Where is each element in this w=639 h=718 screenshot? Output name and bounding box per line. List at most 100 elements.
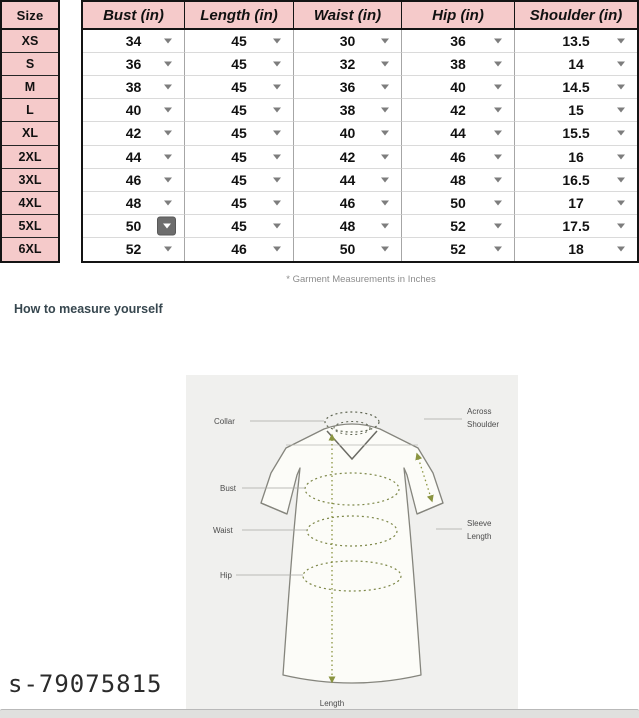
dropdown-triangle-icon [381, 246, 389, 252]
active-dropdown-button[interactable] [157, 216, 176, 236]
dropdown-arrow-icon[interactable] [273, 84, 281, 90]
dropdown-arrow-icon[interactable] [381, 130, 389, 136]
measure-cell: 15.5 [515, 122, 637, 146]
dropdown-arrow-icon[interactable] [164, 154, 172, 160]
dropdown-arrow-icon[interactable] [381, 84, 389, 90]
dropdown-arrow-icon[interactable] [381, 61, 389, 67]
hip-measure-ellipse [302, 560, 402, 592]
dropdown-triangle-icon [617, 130, 625, 136]
dropdown-triangle-icon [164, 38, 172, 44]
dropdown-triangle-icon [164, 246, 172, 252]
dropdown-arrow-icon[interactable] [273, 130, 281, 136]
dropdown-arrow-icon[interactable] [617, 177, 625, 183]
dropdown-arrow-icon[interactable] [617, 200, 625, 206]
dropdown-arrow-icon[interactable] [617, 154, 625, 160]
col-header-waist: Waist (in) [294, 2, 402, 28]
dropdown-arrow-icon[interactable] [494, 200, 502, 206]
measure-cell: 16 [515, 146, 637, 169]
dropdown-arrow-icon[interactable] [381, 223, 389, 229]
cell-value: 17.5 [562, 217, 590, 234]
dropdown-arrow-icon[interactable] [494, 84, 502, 90]
dropdown-triangle-icon [617, 107, 625, 113]
measure-cell: 52 [402, 214, 515, 238]
dropdown-arrow-icon[interactable] [617, 38, 625, 44]
dropdown-arrow-icon[interactable] [494, 246, 502, 252]
dropdown-arrow-icon[interactable] [617, 61, 625, 67]
dropdown-arrow-icon[interactable] [494, 177, 502, 183]
measure-cell: 45 [185, 122, 294, 146]
dropdown-arrow-icon[interactable] [273, 177, 281, 183]
dropdown-triangle-icon [381, 177, 389, 183]
sleeve-length-line [415, 452, 434, 503]
dropdown-triangle-icon [381, 38, 389, 44]
dropdown-triangle-icon [381, 61, 389, 67]
dropdown-triangle-icon [273, 223, 281, 229]
dropdown-triangle-icon [162, 223, 171, 229]
size-column-table: Size XS S M L XL 2XL 3XL 4XL 5XL 6XL [0, 0, 60, 263]
dropdown-arrow-icon[interactable] [273, 246, 281, 252]
dropdown-arrow-icon[interactable] [617, 223, 625, 229]
dropdown-arrow-icon[interactable] [273, 61, 281, 67]
measure-cell: 18 [515, 238, 637, 261]
col-header-bust: Bust (in) [83, 2, 185, 28]
cell-value: 48 [450, 171, 466, 188]
dropdown-arrow-icon[interactable] [494, 130, 502, 136]
dropdown-arrow-icon[interactable] [381, 246, 389, 252]
dropdown-arrow-icon[interactable] [494, 61, 502, 67]
dropdown-triangle-icon [617, 84, 625, 90]
across-shoulder-label-line2: Shoulder [467, 420, 499, 429]
dropdown-triangle-icon [617, 38, 625, 44]
dropdown-arrow-icon[interactable] [381, 200, 389, 206]
dropdown-arrow-icon[interactable] [164, 107, 172, 113]
dropdown-arrow-icon[interactable] [273, 154, 281, 160]
measure-cell: 52 [83, 237, 185, 261]
collar-measure-ellipse [324, 411, 380, 433]
garment-measurements-footnote: * Garment Measurements in Inches [286, 274, 436, 285]
dropdown-arrow-icon[interactable] [617, 84, 625, 90]
cell-value: 38 [339, 102, 356, 119]
product-code-watermark: s-79075815 [8, 670, 163, 698]
cell-value: 46 [125, 171, 142, 188]
measure-cell: 40 [294, 122, 402, 146]
dropdown-arrow-icon[interactable] [164, 246, 172, 252]
dropdown-triangle-icon [381, 130, 389, 136]
size-cell: 5XL [2, 215, 58, 238]
measure-cell: 44 [83, 145, 185, 169]
dropdown-arrow-icon[interactable] [494, 38, 502, 44]
dropdown-arrow-icon[interactable] [273, 200, 281, 206]
dropdown-arrow-icon[interactable] [273, 223, 281, 229]
cell-value: 36 [125, 56, 142, 73]
dropdown-arrow-icon[interactable] [273, 38, 281, 44]
dropdown-arrow-icon[interactable] [494, 107, 502, 113]
dropdown-arrow-icon[interactable] [164, 130, 172, 136]
measure-cell: 45 [185, 99, 294, 123]
cell-value: 16 [568, 148, 584, 165]
dropdown-arrow-icon[interactable] [494, 154, 502, 160]
dropdown-arrow-icon[interactable] [164, 177, 172, 183]
dropdown-arrow-icon[interactable] [164, 200, 172, 206]
dropdown-triangle-icon [494, 61, 502, 67]
size-column-body: XS S M L XL 2XL 3XL 4XL 5XL 6XL [2, 30, 58, 261]
dropdown-arrow-icon[interactable] [381, 154, 389, 160]
dropdown-arrow-icon[interactable] [617, 246, 625, 252]
size-cell: S [2, 53, 58, 77]
dropdown-arrow-icon[interactable] [381, 177, 389, 183]
cell-value: 32 [339, 56, 356, 73]
dropdown-arrow-icon[interactable] [381, 107, 389, 113]
measure-cell: 42 [402, 99, 515, 123]
dropdown-arrow-icon[interactable] [164, 61, 172, 67]
cell-value: 18 [568, 241, 584, 258]
dropdown-arrow-icon[interactable] [494, 223, 502, 229]
dropdown-arrow-icon[interactable] [617, 130, 625, 136]
dropdown-arrow-icon[interactable] [273, 107, 281, 113]
measure-cell: 40 [402, 76, 515, 100]
dropdown-arrow-icon[interactable] [164, 84, 172, 90]
dropdown-triangle-icon [164, 154, 172, 160]
measure-cell: 44 [402, 122, 515, 146]
dropdown-arrow-icon[interactable] [617, 107, 625, 113]
measure-cell: 36 [402, 30, 515, 54]
dropdown-arrow-icon[interactable] [164, 38, 172, 44]
dropdown-arrow-icon[interactable] [381, 38, 389, 44]
col-header-shoulder: Shoulder (in) [529, 6, 623, 24]
measure-cell: 13.5 [515, 30, 637, 54]
